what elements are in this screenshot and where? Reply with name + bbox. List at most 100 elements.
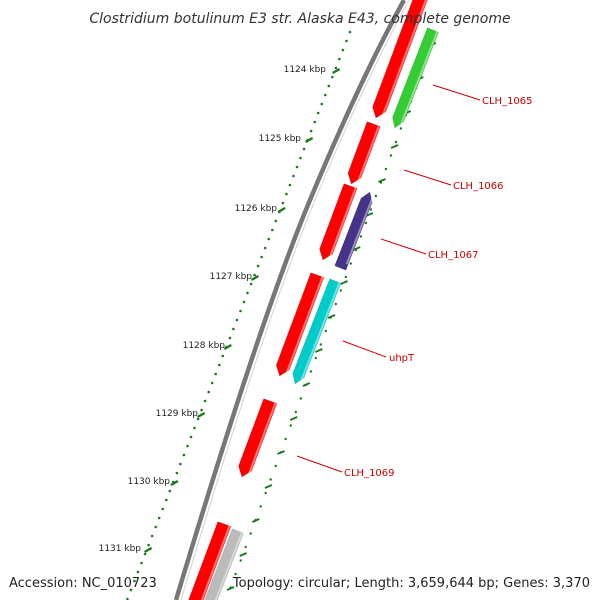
ruler-dot <box>175 471 179 475</box>
ruler-dot <box>133 579 136 583</box>
gene-red-1-shine <box>329 187 357 257</box>
ruler-dot <box>140 561 143 565</box>
gene-red-uhpt <box>275 272 325 377</box>
ruler-dot <box>165 498 168 502</box>
ruler-dot <box>267 237 271 241</box>
ruler-dot <box>292 174 295 178</box>
tick-label-1125: 1125 kbp <box>259 134 302 144</box>
ruler-dot <box>228 336 232 340</box>
leader-line <box>432 84 481 101</box>
gene-label-clh-1069: CLH_1069 <box>344 468 395 479</box>
ruler-major-tick <box>277 206 286 214</box>
ruler-dot <box>232 327 235 331</box>
ruler-dot <box>389 154 393 157</box>
gene-green-clh-1065 <box>392 27 439 129</box>
gene-purple-clh-1067-body <box>334 191 373 271</box>
ruler-dot <box>253 273 256 277</box>
ruler-dot <box>319 343 322 346</box>
ruler-dot <box>285 192 288 196</box>
ruler-dot <box>150 534 154 538</box>
gene-red-bottom <box>188 521 232 600</box>
ruler-dot <box>221 354 225 358</box>
ruler-major-tick <box>332 67 341 75</box>
ruler-dot <box>288 183 292 187</box>
ruler-dot <box>136 570 140 574</box>
gene-red-1 <box>319 183 358 261</box>
tick-label-1131: 1131 kbp <box>99 544 142 554</box>
feature-track-tick <box>390 144 399 149</box>
tick-label-1127: 1127 kbp <box>210 272 253 282</box>
ruler-dot <box>263 246 267 250</box>
gene-red-clh-1066-body <box>347 121 381 185</box>
ruler-dot <box>302 147 306 151</box>
ruler-major-tick <box>197 411 206 419</box>
gene-red-clh-1069-shine <box>248 402 277 474</box>
gene-features <box>188 0 439 600</box>
feature-track-tick <box>264 484 273 489</box>
gene-red-bottom-shine <box>200 525 231 600</box>
ruler-dot <box>168 489 172 493</box>
ruler-dot <box>271 228 274 232</box>
ruler-major-tick <box>223 343 232 351</box>
ruler-dot <box>214 372 217 376</box>
gene-gray-bottom <box>204 528 244 600</box>
gene-purple-clh-1067-shine <box>345 193 376 265</box>
gene-label-clh-1066: CLH_1066 <box>453 181 504 192</box>
leader-line <box>403 169 452 186</box>
ruler-major-tick <box>170 479 179 487</box>
ruler-major-tick <box>305 136 314 144</box>
feature-track-tick <box>251 518 260 523</box>
feature-track-tick <box>277 450 285 455</box>
ruler-dot <box>327 84 331 88</box>
genome-summary-text: Topology: circular; Length: 3,659,644 bp… <box>232 576 590 591</box>
ruler-dot <box>299 397 302 400</box>
gene-green-clh-1065-shine <box>400 31 439 125</box>
feature-track-tick <box>315 348 323 353</box>
ruler-dot <box>186 444 189 448</box>
ruler-dot <box>256 264 260 268</box>
ruler-dot <box>189 435 193 439</box>
gene-gray-bottom-body <box>204 528 244 600</box>
ruler-dot <box>274 219 278 223</box>
feature-track-tick <box>289 416 298 421</box>
ruler-dot <box>344 275 347 279</box>
ruler-dot <box>260 255 264 259</box>
ruler-dot <box>369 208 373 211</box>
leader-line <box>296 455 343 473</box>
gene-red-clh-1066 <box>347 121 381 185</box>
ruler-dot <box>309 129 313 133</box>
feature-track-tick <box>340 280 348 285</box>
ruler-major-tick <box>250 274 259 282</box>
ruler-dot <box>239 309 242 313</box>
gene-label-clh-1067: CLH_1067 <box>428 250 479 261</box>
backbone-highlight <box>180 0 410 600</box>
gene-red-top <box>372 0 428 119</box>
ruler-dot <box>259 505 262 508</box>
ruler-dot <box>193 426 196 430</box>
gene-red-top-body <box>372 0 428 119</box>
ruler-dot <box>147 543 150 547</box>
ruler-dot <box>294 410 297 414</box>
feature-track-tick <box>239 552 248 557</box>
ruler-ticks <box>144 42 437 591</box>
ruler-dot <box>399 127 403 130</box>
gene-red-bottom-body <box>188 521 232 600</box>
feature-track-tick <box>226 586 235 591</box>
feature-track-tick <box>378 178 386 183</box>
backbone-line <box>173 0 406 600</box>
ruler-dot <box>359 235 363 238</box>
ruler-dot <box>154 525 157 529</box>
ruler-dot <box>345 39 348 43</box>
gene-label-clh-1065: CLH_1065 <box>482 96 533 107</box>
ruler-dot <box>299 156 302 160</box>
gene-red-1-body <box>319 183 358 261</box>
ruler-dot <box>334 66 338 70</box>
accession-text: Accession: NC_010723 <box>9 576 157 591</box>
ruler-dot <box>179 462 182 466</box>
ruler-dot <box>314 356 317 360</box>
ruler-dot <box>235 318 239 322</box>
ruler-dot <box>364 221 368 225</box>
ruler-dot <box>316 111 320 115</box>
ruler-dot <box>129 588 133 592</box>
